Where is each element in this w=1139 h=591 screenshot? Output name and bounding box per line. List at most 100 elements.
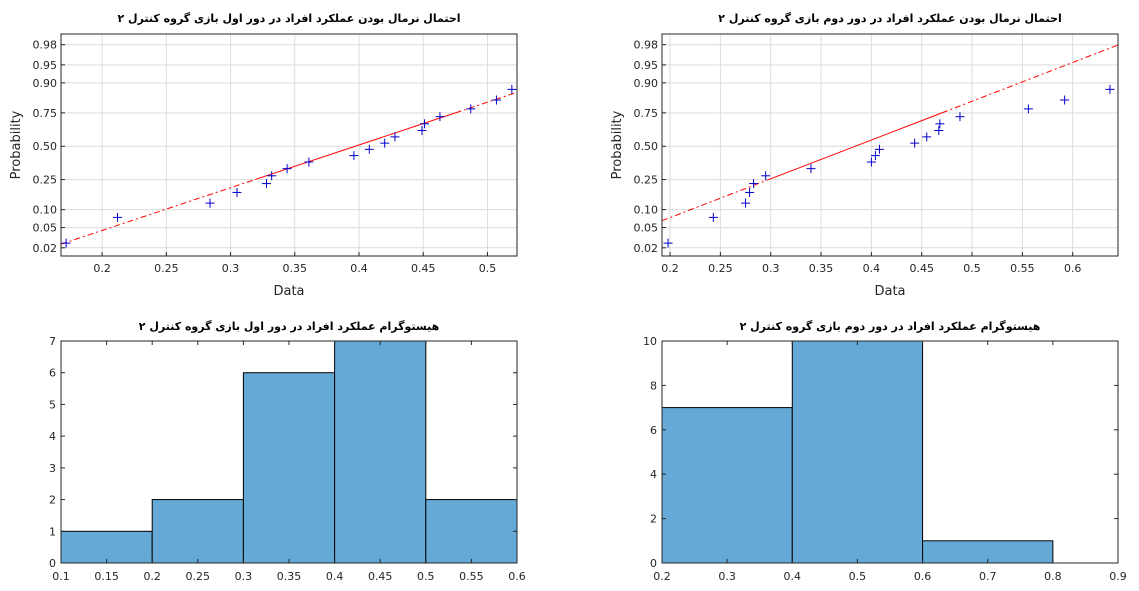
y-tick-label: 7 [49,335,56,348]
x-tick-label: 0.55 [459,570,484,583]
data-point [1060,95,1070,105]
x-tick-label: 0.35 [277,570,302,583]
histogram-bar [661,407,793,564]
data-point [910,138,920,148]
y-tick-label: 0.98 [634,39,659,52]
histogram-round1: 0.1 0.15 0.2 0.25 0.3 0.35 0.4 0.45 0.5 0.55 0.6 0 1… [49,320,526,583]
data-point [866,157,876,167]
fit-line-quartiles [768,112,943,181]
data-point [304,157,314,167]
probplot-round1: 0.2 0.25 0.3 0.35 0.4 0.45 0.5 0.02 0.05 0.10 0.25… [9,12,518,299]
x-tick-label: 0.5 [479,262,497,275]
y-tick-label: 3 [49,462,56,475]
y-tick-label: 0.98 [33,39,58,52]
x-tick-label: 0.25 [154,262,179,275]
x-tick-label: 0.25 [708,262,733,275]
probplot-round2: 0.2 0.25 0.3 0.35 0.4 0.45 0.5 0.55 0.6 0.02 0.05 0… [610,12,1119,299]
data-point [708,212,718,222]
data-point [364,144,374,154]
x-tick-label: 0.3 [718,570,736,583]
chart-title: هیستوگرام عملکرد افراد در دور دوم بازی گ… [740,320,1041,333]
data-point [205,198,215,208]
data-point [806,164,816,174]
data-point [349,151,359,161]
data-point [741,198,751,208]
y-tick-label: 6 [49,367,56,380]
histogram-bar [60,530,153,564]
data-point [267,171,277,181]
x-tick-label: 0.2 [653,570,671,583]
data-point [874,144,884,154]
x-tick-label: 0.45 [411,262,436,275]
data-point [262,179,272,189]
x-tick-label: 0.2 [93,262,111,275]
x-tick-label: 0.2 [143,570,161,583]
y-tick-label: 0.75 [33,107,58,120]
y-tick-label: 4 [49,430,56,443]
x-tick-label: 0.25 [186,570,211,583]
x-tick-label: 0.4 [326,570,344,583]
data-point [1023,104,1033,114]
y-tick-label: 2 [49,494,56,507]
data-point [935,119,945,129]
chart-title: احتمال نرمال بودن عملکرد افراد در دور دو… [718,12,1061,25]
x-axis-label: Data [874,284,905,299]
y-tick-label: 0.50 [33,140,58,153]
data-point [113,212,123,222]
y-tick-label: 5 [49,398,56,411]
y-tick-label: 0 [650,557,657,570]
y-tick-label: 1 [49,525,56,538]
data-point [390,132,400,142]
x-tick-label: 0.55 [1010,262,1035,275]
fit-line-extrapolated-high [941,44,1119,114]
histogram-bar [425,499,518,564]
y-tick-label: 0.50 [634,140,659,153]
histogram-bar [242,372,336,564]
x-tick-label: 0.6 [914,570,932,583]
y-tick-label: 0.25 [634,174,659,187]
data-point [232,187,242,197]
y-tick-label: 0.95 [33,59,58,72]
y-tick-label: 2 [650,513,657,526]
axes-box [661,340,1119,564]
data-point [435,112,445,122]
x-tick-label: 0.5 [849,570,867,583]
data-point [663,238,673,248]
data-point [466,104,476,114]
y-tick-label: 0.10 [33,204,58,217]
data-point [282,164,292,174]
y-tick-label: 0.02 [634,242,659,255]
data-point [955,112,965,122]
plot-area [662,34,1118,256]
y-tick-label: 8 [650,379,657,392]
x-tick-label: 0.15 [94,570,119,583]
x-tick-label: 0.6 [508,570,526,583]
fit-line-extrapolated-low [661,179,769,222]
y-axis-label: Probability [610,110,625,179]
x-tick-label: 0.4 [350,262,368,275]
y-tick-label: 0.05 [33,222,58,235]
chart-title: هیستوگرام عملکرد افراد در دور اول بازی گ… [139,320,439,333]
x-axis-label: Data [273,284,304,299]
fit-line-extrapolated-high [455,91,518,114]
x-tick-label: 0.3 [235,570,253,583]
data-point [420,119,430,129]
histogram-bar [791,340,924,564]
x-tick-label: 0.5 [963,262,981,275]
histogram-round2: 0.2 0.3 0.4 0.5 0.6 0.7 0.8 0.9 0 2 4 6 8 10 هیستوگرام… [643,320,1127,583]
data-point [749,179,759,189]
y-tick-label: 6 [650,424,657,437]
axes-box [661,33,1119,257]
y-tick-label: 0.25 [33,174,58,187]
y-axis-label: Probability [9,110,24,179]
data-point [870,151,880,161]
x-tick-label: 0.3 [762,262,780,275]
data-point [934,125,944,135]
x-tick-label: 0.35 [283,262,308,275]
x-tick-label: 0.5 [417,570,435,583]
y-tick-label: 0.90 [634,77,659,90]
axes-box [60,33,518,257]
data-point [380,138,390,148]
x-tick-label: 0.3 [222,262,240,275]
